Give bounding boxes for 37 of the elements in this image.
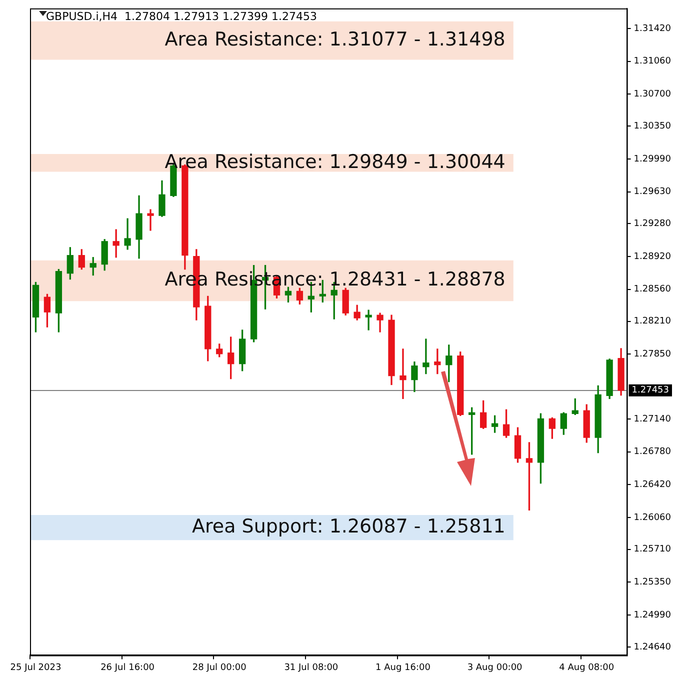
y-tick-label: 1.25710 (634, 544, 672, 555)
x-tick-label: 28 Jul 00:00 (192, 662, 247, 673)
band-label: Area Support: 1.26087 - 1.25811 (192, 516, 506, 538)
x-tick-label: 31 Jul 08:00 (284, 662, 338, 673)
y-tick-label: 1.31060 (634, 56, 672, 67)
y-tick-label: 1.30350 (634, 121, 672, 132)
y-tick-label: 1.29990 (634, 154, 672, 164)
band-label: Area Resistance: 1.29849 - 1.30044 (164, 150, 506, 173)
candlestick (147, 209, 154, 231)
candlestick (365, 310, 372, 330)
candlestick (400, 348, 406, 399)
candlestick (124, 218, 131, 250)
x-tick-label: 3 Aug 00:00 (467, 662, 523, 673)
y-tick-label: 1.28210 (634, 316, 672, 327)
y-tick-label: 1.27140 (634, 414, 672, 424)
y-tick-label: 1.29630 (634, 187, 672, 198)
ref-line-label: 1.27453 (632, 386, 669, 396)
band-label: Area Resistance: 1.31077 - 1.31498 (164, 28, 506, 50)
x-tick-label: 4 Aug 08:00 (559, 662, 614, 673)
y-tick-label: 1.28920 (634, 252, 672, 262)
y-tick-label: 1.26780 (634, 447, 672, 458)
y-tick-label: 1.24990 (634, 610, 672, 620)
y-tick-label: 1.29280 (634, 219, 672, 230)
candlestick (422, 338, 430, 374)
y-tick-label: 1.25350 (634, 578, 672, 588)
x-tick-label: 1 Aug 16:00 (376, 662, 431, 673)
y-tick-label: 1.27850 (634, 349, 672, 360)
x-tick-label: 26 Jul 16:00 (100, 662, 155, 673)
y-tick-label: 1.31420 (634, 24, 672, 34)
x-tick-label: 25 Jul 2023 (10, 662, 62, 673)
y-tick-label: 1.30700 (634, 89, 672, 100)
y-tick-label: 1.28560 (634, 284, 672, 295)
y-tick-label: 1.26060 (634, 512, 672, 523)
y-tick-label: 1.26420 (634, 480, 672, 490)
chart-title: GBPUSD.i,H4 1.27804 1.27913 1.27399 1.27453 (46, 10, 317, 23)
y-tick-label: 1.24640 (634, 642, 672, 652)
candlestick (112, 229, 120, 258)
